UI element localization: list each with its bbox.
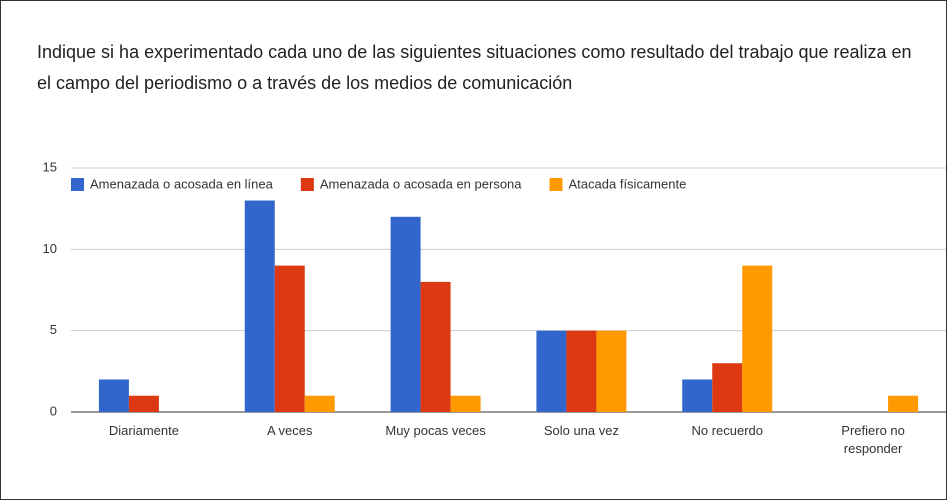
bar — [712, 363, 743, 412]
y-tick-label: 15 — [43, 159, 57, 174]
bar — [888, 395, 919, 412]
legend-label: Amenazada o acosada en persona — [320, 176, 522, 191]
bar — [742, 265, 773, 412]
x-tick-label: No recuerdo — [691, 423, 764, 438]
bar — [536, 330, 567, 412]
x-tick-label: A veces — [266, 423, 313, 438]
y-tick-label: 10 — [43, 241, 57, 256]
bar — [304, 395, 335, 412]
bar — [274, 265, 305, 412]
chart-title: Indique si ha experimentado cada uno de … — [37, 42, 912, 93]
bar — [98, 379, 129, 412]
bar — [244, 200, 275, 412]
legend-swatch — [549, 178, 563, 191]
bar — [128, 395, 159, 412]
bar — [596, 330, 627, 412]
bar — [682, 379, 713, 412]
y-tick-label: 5 — [50, 322, 57, 337]
bar — [450, 395, 481, 412]
x-tick-label: Diariamente — [108, 423, 179, 438]
bar — [420, 281, 451, 412]
x-tick-label: Prefiero no responder — [841, 423, 905, 456]
x-tick-label: Solo una vez — [543, 423, 619, 438]
legend-label: Atacada físicamente — [569, 176, 687, 191]
x-tick-label: Muy pocas veces — [385, 423, 486, 438]
y-tick-label: 0 — [50, 403, 57, 418]
bar — [566, 330, 597, 412]
legend-swatch — [71, 178, 84, 191]
legend-swatch — [300, 178, 314, 191]
bar — [390, 216, 421, 412]
legend-label: Amenazada o acosada en línea — [90, 176, 274, 191]
